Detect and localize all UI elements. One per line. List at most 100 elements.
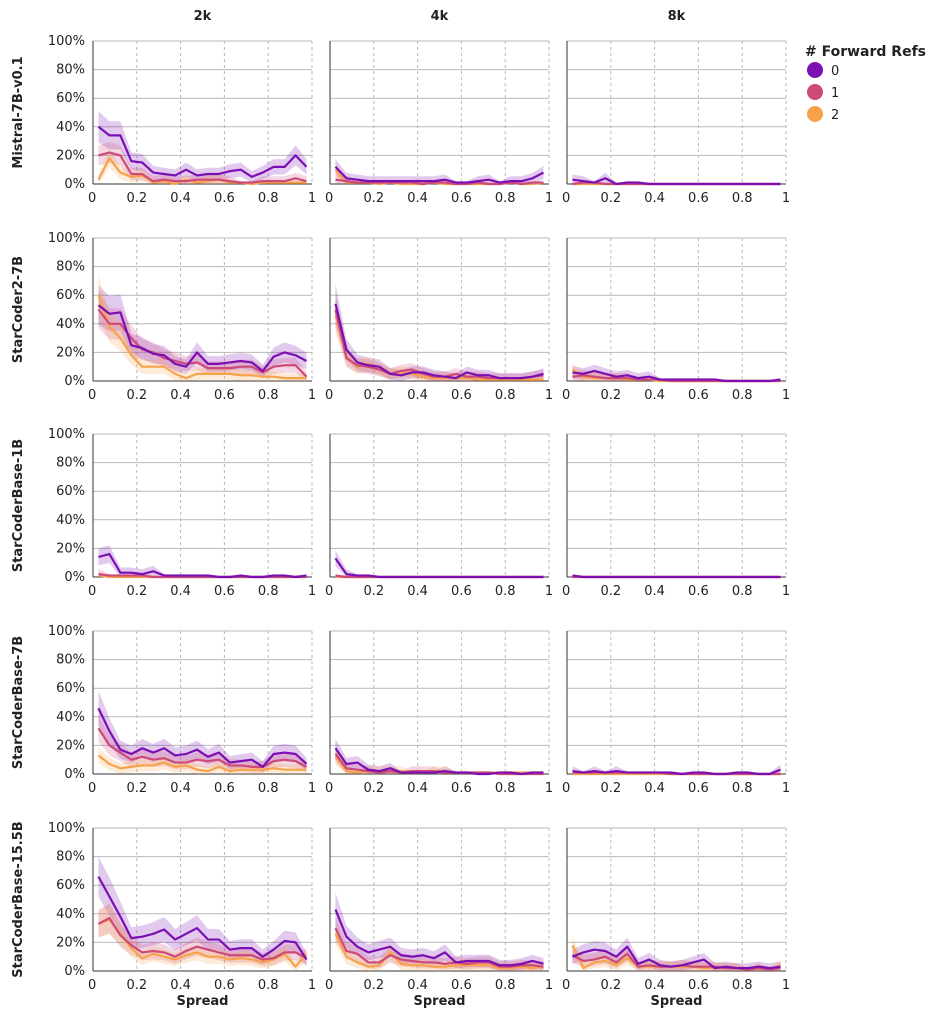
x-tick-label: 0.6 xyxy=(214,191,235,206)
y-tick-label: 80% xyxy=(56,653,85,668)
x-tick-label: 0.8 xyxy=(732,191,753,206)
x-tick-label: 0.8 xyxy=(732,584,753,599)
y-tick-label: 0% xyxy=(64,964,85,979)
x-tick-label: 0.6 xyxy=(451,191,472,206)
x-tick-label: 0.6 xyxy=(688,584,709,599)
y-tick-label: 60% xyxy=(56,484,85,499)
y-tick-label: 100% xyxy=(48,34,85,49)
legend: # Forward Refs 0 1 2 xyxy=(805,44,926,123)
x-tick-label: 0.4 xyxy=(644,781,665,796)
x-tick-label: 1 xyxy=(308,781,316,796)
y-tick-label: 100% xyxy=(48,624,85,639)
x-tick-label: 0.4 xyxy=(644,978,665,993)
series-1-band xyxy=(572,946,781,971)
panel: 0 0.2 0.4 0.6 0.8 1 xyxy=(325,237,553,403)
row-label: StarCoderBase-1B xyxy=(11,439,26,572)
x-tick-label: 0.2 xyxy=(126,388,147,403)
panel: 0% 20% 40% 60% 80% 100% 0 0.2 0.4 0.6 0.8 1 xyxy=(48,624,316,796)
x-tick-label: 0.2 xyxy=(363,781,384,796)
x-tick-label: 0.4 xyxy=(407,388,428,403)
legend-swatch-2 xyxy=(807,106,823,122)
series-0-line xyxy=(97,707,308,768)
series-0-band xyxy=(335,892,544,971)
x-tick-label: 0.6 xyxy=(451,781,472,796)
x-tick-label: 0.8 xyxy=(258,978,279,993)
panel: 0 0.2 0.4 0.6 0.8 1 Spread xyxy=(325,827,553,1009)
series-2-line xyxy=(98,918,308,968)
x-tick-label: 0.8 xyxy=(732,978,753,993)
series-0-line xyxy=(572,177,781,186)
legend-title: # Forward Refs xyxy=(805,44,926,60)
x-tick-label: 1 xyxy=(545,191,553,206)
row-label: Mistral-7B-v0.1 xyxy=(11,56,26,168)
x-tick-label: 1 xyxy=(545,388,553,403)
panel: 0% 20% 40% 60% 80% 100% 0 0.2 0.4 0.6 0.8 1 xyxy=(48,231,316,403)
series-0-band xyxy=(572,364,781,381)
x-tick-label: 0.6 xyxy=(688,781,709,796)
x-tick-label: 0.8 xyxy=(732,388,753,403)
panel: 0% 20% 40% 60% 80% 100% 0 0.2 0.4 0.6 0.8 1 xyxy=(48,427,316,599)
series-2-band xyxy=(572,362,781,381)
x-tick-label: 0.8 xyxy=(495,191,516,206)
x-tick-label: 0.4 xyxy=(644,191,665,206)
column-header: 8k xyxy=(668,9,686,24)
row-label: StarCoderBase-7B xyxy=(11,636,26,769)
x-tick-label: 0 xyxy=(325,584,333,599)
series-2-band xyxy=(572,935,781,971)
x-tick-label: 0.4 xyxy=(170,191,191,206)
y-tick-label: 40% xyxy=(56,513,85,528)
x-tick-label: 0.8 xyxy=(495,978,516,993)
x-tick-label: 0.8 xyxy=(495,584,516,599)
x-tick-label: 0 xyxy=(88,781,96,796)
x-tick-label: 0.4 xyxy=(170,584,191,599)
legend-label-2: 2 xyxy=(831,108,839,123)
x-tick-label: 0.6 xyxy=(688,388,709,403)
y-tick-label: 0% xyxy=(64,767,85,782)
y-tick-label: 0% xyxy=(64,177,85,192)
y-tick-label: 60% xyxy=(56,878,85,893)
x-tick-label: 0 xyxy=(325,978,333,993)
y-tick-label: 100% xyxy=(48,821,85,836)
x-tick-label: 0 xyxy=(325,781,333,796)
x-tick-label: 0.2 xyxy=(363,191,384,206)
x-tick-label: 0.6 xyxy=(451,978,472,993)
legend-swatch-0 xyxy=(807,62,823,78)
series-1-line xyxy=(334,927,544,968)
series-2-band xyxy=(335,922,544,971)
panel: 0 0.2 0.4 0.6 0.8 1 xyxy=(562,433,790,599)
x-tick-label: 0.6 xyxy=(688,191,709,206)
x-tick-label: 1 xyxy=(782,191,790,206)
x-tick-label: 0.6 xyxy=(214,388,235,403)
row-label: StarCoder2-7B xyxy=(11,256,26,363)
x-tick-label: 0.4 xyxy=(407,191,428,206)
x-tick-label: 1 xyxy=(308,388,316,403)
x-tick-label: 0.8 xyxy=(495,388,516,403)
x-tick-label: 1 xyxy=(308,191,316,206)
x-tick-label: 0.2 xyxy=(363,584,384,599)
x-axis-label: Spread xyxy=(651,994,703,1009)
x-tick-label: 0.8 xyxy=(258,584,279,599)
series-1-line xyxy=(98,151,307,184)
series-2-line xyxy=(97,754,307,773)
x-tick-label: 1 xyxy=(545,781,553,796)
x-tick-label: 0 xyxy=(88,978,96,993)
series-1-band xyxy=(335,745,544,774)
series-0-band xyxy=(572,937,781,971)
x-tick-label: 1 xyxy=(545,584,553,599)
y-tick-label: 40% xyxy=(56,120,85,135)
y-tick-label: 80% xyxy=(56,63,85,78)
series-0-band xyxy=(98,545,307,577)
panel: 0 0.2 0.4 0.6 0.8 1 Spread xyxy=(562,827,790,1009)
y-tick-label: 80% xyxy=(56,850,85,865)
y-tick-label: 80% xyxy=(56,260,85,275)
x-tick-label: 0.2 xyxy=(600,191,621,206)
panel: 0 0.2 0.4 0.6 0.8 1 xyxy=(325,630,553,796)
x-tick-label: 0.4 xyxy=(407,978,428,993)
series-1-line xyxy=(97,916,308,961)
x-tick-label: 0.2 xyxy=(126,191,147,206)
series-2-band xyxy=(335,749,544,774)
x-tick-label: 1 xyxy=(308,584,316,599)
series-1-line xyxy=(97,727,308,768)
column-header: 4k xyxy=(431,9,449,24)
